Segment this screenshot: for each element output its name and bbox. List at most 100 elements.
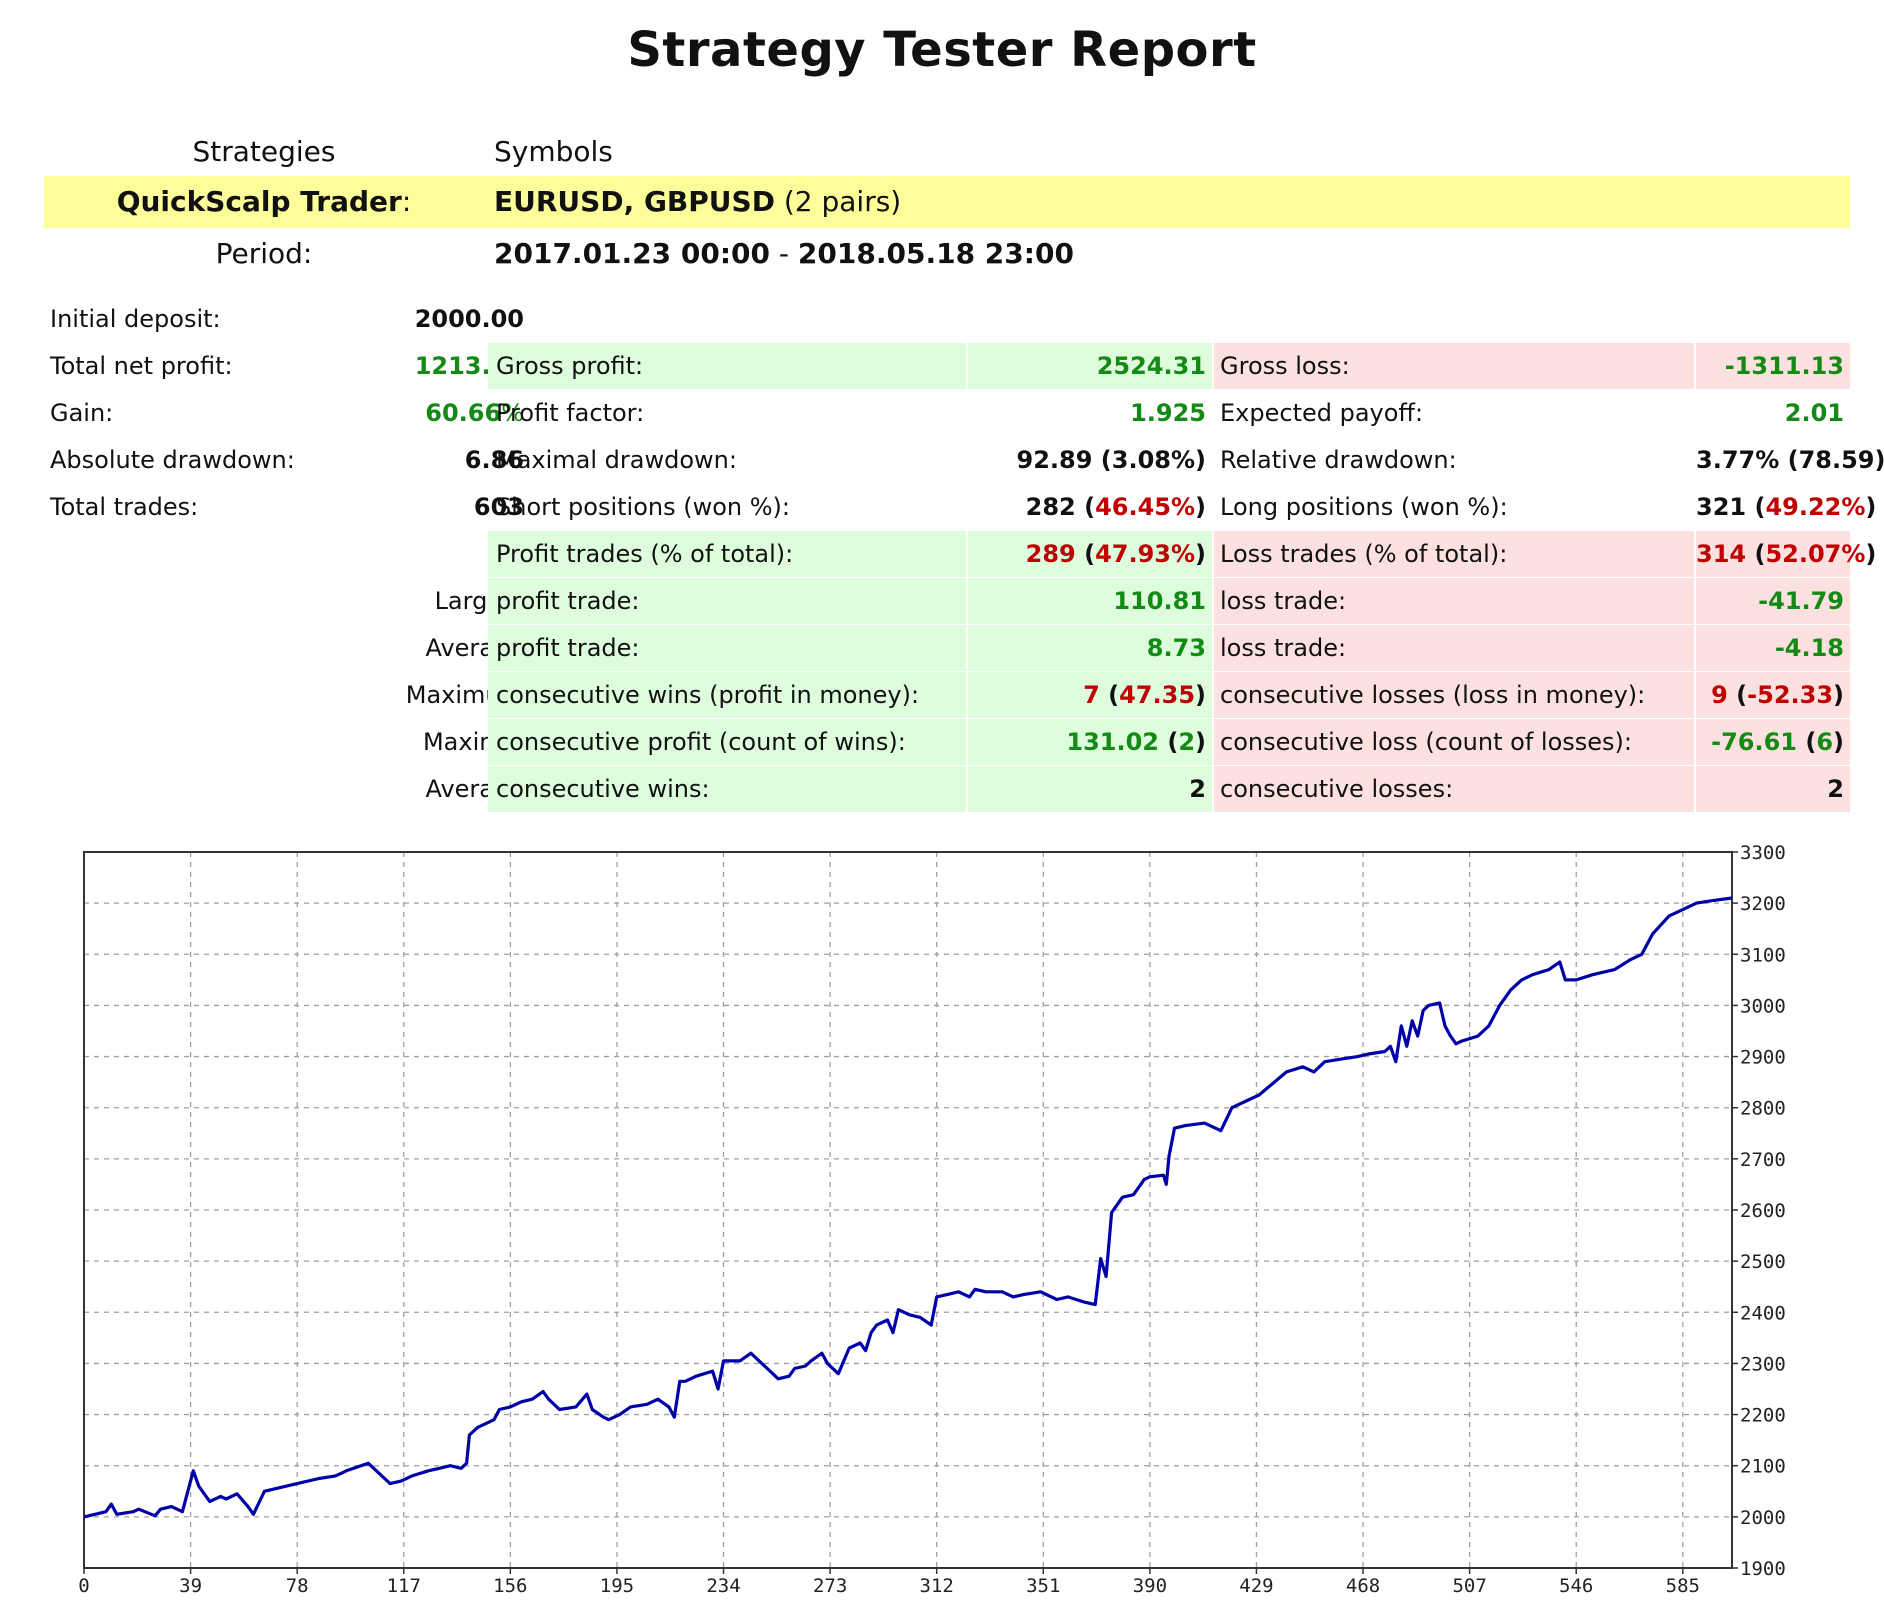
header-labels-row: Strategies Symbols [44, 126, 1850, 178]
max-consecutive-profit-value: 131.02 (2) [968, 719, 1212, 765]
stats-row-gain: Gain: 60.66% Profit factor: 1.925 Expect… [44, 390, 1850, 436]
report-title: Strategy Tester Report [627, 22, 1257, 78]
y-tick-label: 2200 [1740, 1405, 1786, 1427]
strategy-name: QuickScalp Trader: [116, 185, 412, 218]
y-tick-label: 3000 [1740, 995, 1786, 1017]
y-tick-label: 2000 [1740, 1507, 1786, 1529]
balance-chart-svg: 1900 2000 2100 2200 2300 2400 2500 2600 2700 2800… [78, 842, 1786, 1597]
y-tick-label: 1900 [1740, 1558, 1786, 1580]
y-tick-label: 2900 [1740, 1047, 1786, 1069]
stats-row-initial-deposit: Initial deposit: 2000.00 [44, 296, 1850, 342]
stats-row-drawdown: Absolute drawdown: 6.86 Maximal drawdown… [44, 437, 1884, 483]
largest-profit-label: profit trade: [488, 578, 966, 624]
x-tick-label: 507 [1452, 1575, 1486, 1597]
balance-line [83, 896, 1733, 1519]
gross-profit-value: 2524.31 [968, 343, 1212, 389]
x-tick-label: 585 [1666, 1575, 1700, 1597]
x-tick-label: 390 [1133, 1575, 1167, 1597]
max-consecutive-wins-value: 7 (47.35) [968, 672, 1212, 718]
y-tick-label: 3100 [1740, 944, 1786, 966]
max-consecutive-losses-label: consecutive losses (loss in money): [1214, 672, 1694, 718]
largest-loss-value: -41.79 [1696, 578, 1850, 624]
x-tick-label: 156 [493, 1575, 527, 1597]
x-tick-label: 117 [387, 1575, 421, 1597]
average-profit-label: profit trade: [488, 625, 966, 671]
relative-drawdown-value: 3.77% (78.59) [1696, 446, 1884, 474]
stats-row-net-profit: Total net profit: 1213.18 Gross profit: … [44, 343, 1850, 389]
gain-value: 60.66% [425, 399, 524, 427]
maximal-drawdown-label: Maximal drawdown: [496, 446, 737, 474]
stats-row-maximum: Maximum consecutive wins (profit in mone… [44, 672, 1850, 718]
maximal-drawdown-value: 92.89 (3.08%) [1016, 446, 1206, 474]
max-consecutive-loss-value: -76.61 (6) [1696, 719, 1850, 765]
loss-trades-label: Loss trades (% of total): [1214, 531, 1694, 577]
expected-payoff-value: 2.01 [1784, 399, 1844, 427]
total-trades-value: 603 [473, 493, 524, 521]
balance-chart: 1900 2000 2100 2200 2300 2400 2500 2600 2700 2800… [44, 838, 1844, 1608]
y-tick-label: 2600 [1740, 1200, 1786, 1222]
gain-label: Gain: [50, 399, 114, 427]
average-prefix: Average [425, 634, 524, 662]
short-positions-value: 282 (46.45%) [1025, 493, 1206, 521]
maximum-prefix: Maximum [405, 681, 524, 709]
expected-payoff-label: Expected payoff: [1220, 399, 1424, 427]
initial-deposit-label: Initial deposit: [50, 305, 221, 333]
x-tick-label: 351 [1026, 1575, 1060, 1597]
y-tick-label: 2300 [1740, 1353, 1786, 1375]
stats-row-average-consecutive: Average consecutive wins: 2 consecutive … [44, 766, 1850, 812]
profit-factor-label: Profit factor: [496, 399, 645, 427]
symbols-value: EURUSD, GBPUSD (2 pairs) [494, 185, 902, 218]
strategy-row: QuickScalp Trader: EURUSD, GBPUSD (2 pai… [44, 176, 1850, 228]
x-tick-label: 273 [813, 1575, 847, 1597]
relative-drawdown-label: Relative drawdown: [1220, 446, 1457, 474]
x-tick-label: 429 [1239, 1575, 1273, 1597]
avg-consecutive-wins-label: consecutive wins: [488, 766, 966, 812]
average-loss-label: loss trade: [1214, 625, 1694, 671]
average-consec-prefix: Average [425, 775, 524, 803]
total-net-profit-label: Total net profit: [50, 352, 233, 380]
gross-profit-label: Gross profit: [488, 343, 966, 389]
y-tick-label: 2400 [1740, 1302, 1786, 1324]
profit-trades-label: Profit trades (% of total): [488, 531, 966, 577]
absolute-drawdown-label: Absolute drawdown: [50, 446, 295, 474]
max-consecutive-losses-value: 9 (-52.33) [1696, 672, 1850, 718]
max-consecutive-wins-label: consecutive wins (profit in money): [488, 672, 966, 718]
maximal-prefix: Maximal [422, 728, 524, 756]
avg-consecutive-losses-label: consecutive losses: [1214, 766, 1694, 812]
period-value: 2017.01.23 00:00 - 2018.05.18 23:00 [494, 237, 1074, 270]
long-positions-label: Long positions (won %): [1220, 493, 1508, 521]
long-positions-value: 321 (49.22%) [1696, 493, 1877, 521]
symbols-header: Symbols [494, 135, 613, 168]
stats-row-profit-loss-trades: Profit trades (% of total): 289 (47.93%)… [44, 531, 1876, 577]
profit-factor-value: 1.925 [1130, 399, 1206, 427]
largest-loss-label: loss trade: [1214, 578, 1694, 624]
short-positions-label: Short positions (won %): [496, 493, 790, 521]
stats-row-average: Average profit trade: 8.73 loss trade: -… [44, 625, 1850, 671]
strategies-header: Strategies [192, 135, 336, 168]
loss-trades-value: 314 (52.07%) [1696, 531, 1876, 577]
x-tick-label: 468 [1346, 1575, 1380, 1597]
max-consecutive-profit-label: consecutive profit (count of wins): [488, 719, 966, 765]
gross-loss-value: -1311.13 [1696, 343, 1850, 389]
x-tick-label: 39 [179, 1575, 202, 1597]
largest-profit-value: 110.81 [968, 578, 1212, 624]
average-loss-value: -4.18 [1696, 625, 1850, 671]
y-tick-label: 2700 [1740, 1149, 1786, 1171]
y-tick-label: 2800 [1740, 1098, 1786, 1120]
avg-consecutive-wins-value: 2 [968, 766, 1212, 812]
stats-row-largest: Largest profit trade: 110.81 loss trade:… [44, 578, 1850, 624]
period-row: Period: 2017.01.23 00:00 - 2018.05.18 23… [44, 228, 1850, 280]
y-tick-label: 3200 [1740, 893, 1786, 915]
avg-consecutive-losses-value: 2 [1696, 766, 1850, 812]
x-tick-label: 546 [1559, 1575, 1593, 1597]
x-tick-label: 0 [78, 1575, 89, 1597]
max-consecutive-loss-label: consecutive loss (count of losses): [1214, 719, 1694, 765]
y-tick-label: 2500 [1740, 1251, 1786, 1273]
total-trades-label: Total trades: [50, 493, 199, 521]
largest-prefix: Largest [434, 587, 524, 615]
y-tick-label: 2100 [1740, 1456, 1786, 1478]
average-profit-value: 8.73 [968, 625, 1212, 671]
stats-row-maximal: Maximal consecutive profit (count of win… [44, 719, 1850, 765]
initial-deposit-value: 2000.00 [414, 305, 524, 333]
absolute-drawdown-value: 6.86 [464, 446, 524, 474]
